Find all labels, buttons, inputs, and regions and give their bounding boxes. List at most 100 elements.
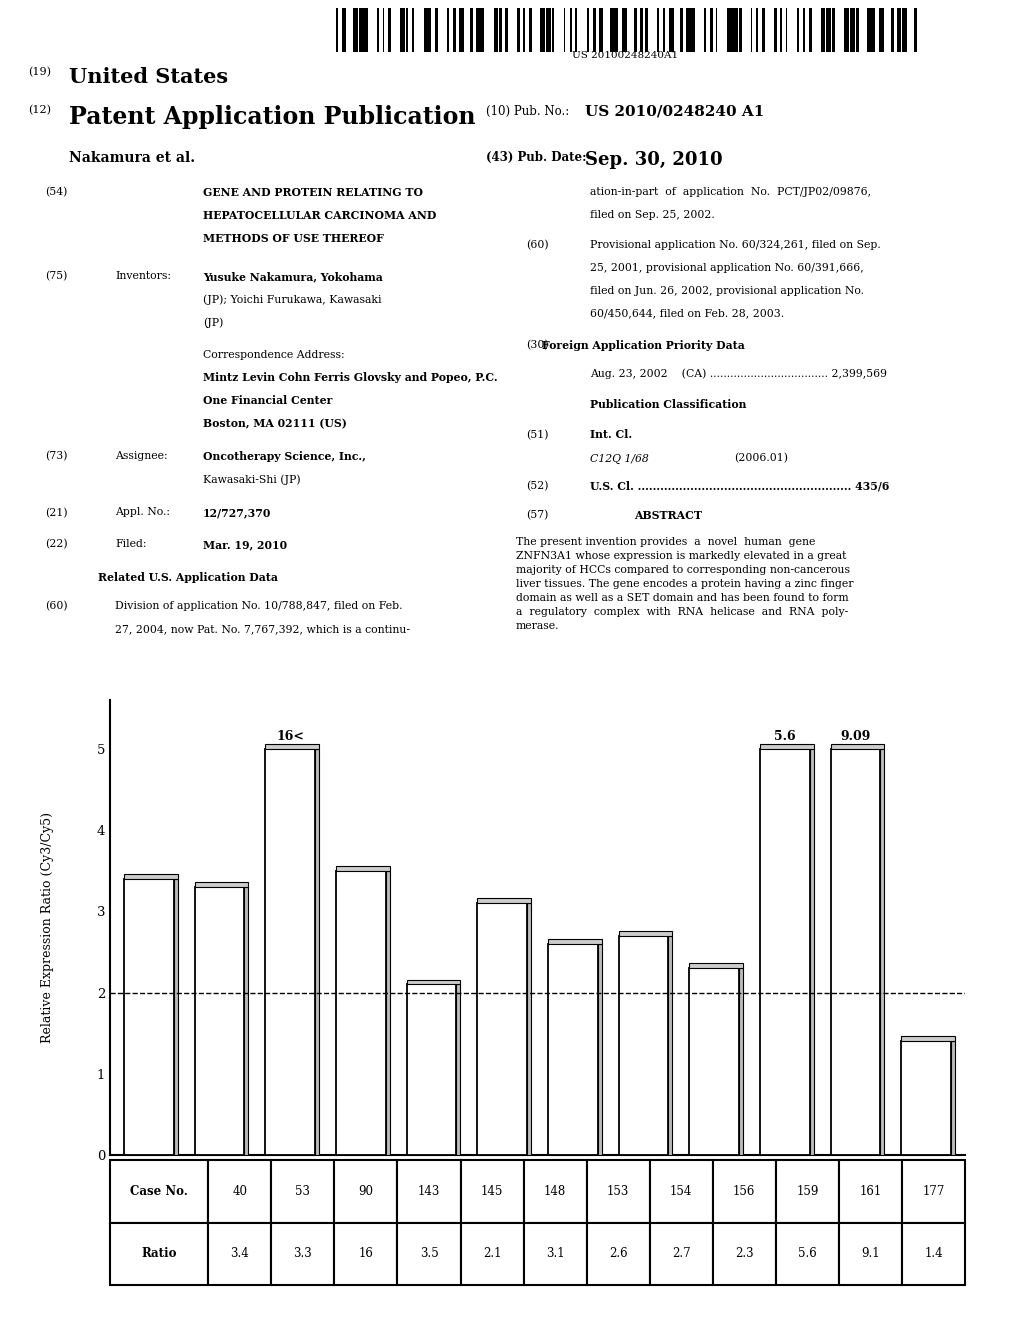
Bar — [634, 8, 637, 53]
Text: 5.6: 5.6 — [798, 1247, 817, 1261]
Text: Ratio: Ratio — [141, 1247, 177, 1261]
Bar — [645, 8, 648, 53]
Text: Int. Cl.: Int. Cl. — [590, 429, 632, 441]
Text: (22): (22) — [45, 539, 68, 549]
Bar — [174, 879, 178, 1155]
Text: Assignee:: Assignee: — [115, 451, 168, 462]
Bar — [760, 748, 810, 1155]
Text: ABSTRACT: ABSTRACT — [635, 510, 702, 520]
Bar — [271, 1222, 335, 1284]
Bar — [757, 8, 758, 53]
Text: Inventors:: Inventors: — [115, 272, 171, 281]
Bar — [713, 1222, 776, 1284]
Bar — [622, 8, 627, 53]
Text: 40: 40 — [232, 1185, 248, 1197]
Bar — [867, 8, 873, 53]
Text: 60/450,644, filed on Feb. 28, 2003.: 60/450,644, filed on Feb. 28, 2003. — [590, 309, 783, 318]
Bar — [575, 8, 578, 53]
Text: Aug. 23, 2002    (CA) ................................... 2,399,569: Aug. 23, 2002 (CA) .....................… — [590, 368, 887, 379]
Text: HEPATOCELLULAR CARCINOMA AND: HEPATOCELLULAR CARCINOMA AND — [203, 210, 436, 222]
Bar — [587, 1222, 649, 1284]
Bar — [523, 1160, 587, 1222]
Text: filed on Sep. 25, 2002.: filed on Sep. 25, 2002. — [590, 210, 715, 220]
Bar — [517, 8, 520, 53]
Text: Division of application No. 10/788,847, filed on Feb.: Division of application No. 10/788,847, … — [115, 602, 402, 611]
Bar — [335, 1222, 397, 1284]
Text: (30): (30) — [526, 341, 549, 351]
Bar — [897, 8, 901, 53]
Bar — [739, 968, 743, 1155]
Bar — [377, 8, 379, 53]
Bar — [616, 8, 618, 53]
Bar — [552, 8, 554, 53]
Text: Kawasaki-Shi (JP): Kawasaki-Shi (JP) — [203, 474, 300, 484]
Bar — [353, 8, 358, 53]
Text: (12): (12) — [28, 104, 51, 115]
Text: 53: 53 — [295, 1185, 310, 1197]
Bar — [245, 887, 249, 1155]
Text: Provisional application No. 60/324,261, filed on Sep.: Provisional application No. 60/324,261, … — [590, 240, 881, 249]
Bar — [640, 8, 642, 53]
Text: Patent Application Publication: Patent Application Publication — [70, 104, 476, 129]
Text: (57): (57) — [526, 510, 549, 520]
Bar — [315, 748, 319, 1155]
Text: (21): (21) — [45, 507, 68, 517]
Text: 177: 177 — [923, 1185, 945, 1197]
Text: 156: 156 — [733, 1185, 756, 1197]
Bar — [833, 8, 836, 53]
Text: (75): (75) — [45, 272, 68, 281]
Text: (60): (60) — [526, 240, 549, 249]
Bar — [686, 8, 692, 53]
Bar — [435, 8, 438, 53]
Text: 2.6: 2.6 — [609, 1247, 628, 1261]
Text: C12Q 1/68: C12Q 1/68 — [590, 453, 648, 463]
Text: Yusuke Nakamura, Yokohama: Yusuke Nakamura, Yokohama — [203, 272, 382, 282]
Bar — [386, 871, 390, 1155]
Text: 3.5: 3.5 — [420, 1247, 438, 1261]
Text: 143: 143 — [418, 1185, 440, 1197]
Y-axis label: Relative Expression Ratio (Cy3/Cy5): Relative Expression Ratio (Cy3/Cy5) — [41, 812, 54, 1043]
Text: 25, 2001, provisional application No. 60/391,666,: 25, 2001, provisional application No. 60… — [590, 263, 863, 273]
Text: U.S. Cl. ......................................................... 435/6: U.S. Cl. ...............................… — [590, 480, 889, 492]
Bar — [541, 8, 545, 53]
Bar — [366, 8, 368, 53]
Bar — [548, 944, 598, 1155]
Bar — [359, 8, 366, 53]
Bar — [599, 8, 603, 53]
Bar — [733, 8, 737, 53]
Bar — [461, 1222, 523, 1284]
Bar — [798, 8, 799, 53]
Bar — [383, 8, 384, 53]
Text: The present invention provides  a  novel  human  gene
ZNFN3A1 whose expression i: The present invention provides a novel h… — [516, 536, 853, 631]
Bar — [424, 8, 429, 53]
Text: Related U.S. Application Data: Related U.S. Application Data — [98, 573, 279, 583]
Bar — [762, 8, 765, 53]
Bar — [500, 8, 503, 53]
Text: 2.3: 2.3 — [735, 1247, 754, 1261]
Bar — [400, 8, 404, 53]
Bar — [336, 866, 390, 871]
Bar — [663, 8, 665, 53]
Bar — [914, 8, 918, 53]
Text: Nakamura et al.: Nakamura et al. — [70, 150, 196, 165]
Bar — [669, 936, 673, 1155]
Bar — [776, 1160, 839, 1222]
Text: Oncotherapy Science, Inc.,: Oncotherapy Science, Inc., — [203, 451, 366, 462]
Bar — [610, 8, 616, 53]
Text: 9.09: 9.09 — [841, 730, 870, 743]
Text: filed on Jun. 26, 2002, provisional application No.: filed on Jun. 26, 2002, provisional appl… — [590, 285, 863, 296]
Text: Foreign Application Priority Data: Foreign Application Priority Data — [542, 341, 744, 351]
Text: One Financial Center: One Financial Center — [203, 395, 332, 407]
Bar — [587, 1160, 649, 1222]
Bar — [494, 8, 499, 53]
Bar — [803, 8, 805, 53]
Text: ation-in-part  of  application  No.  PCT/JP02/09876,: ation-in-part of application No. PCT/JP0… — [590, 187, 870, 197]
Bar — [407, 979, 461, 985]
Bar — [407, 985, 457, 1155]
Bar — [873, 8, 874, 53]
Bar — [548, 939, 602, 944]
Text: Filed:: Filed: — [115, 539, 146, 549]
Bar — [477, 898, 531, 903]
Bar — [879, 8, 884, 53]
Bar — [820, 8, 825, 53]
